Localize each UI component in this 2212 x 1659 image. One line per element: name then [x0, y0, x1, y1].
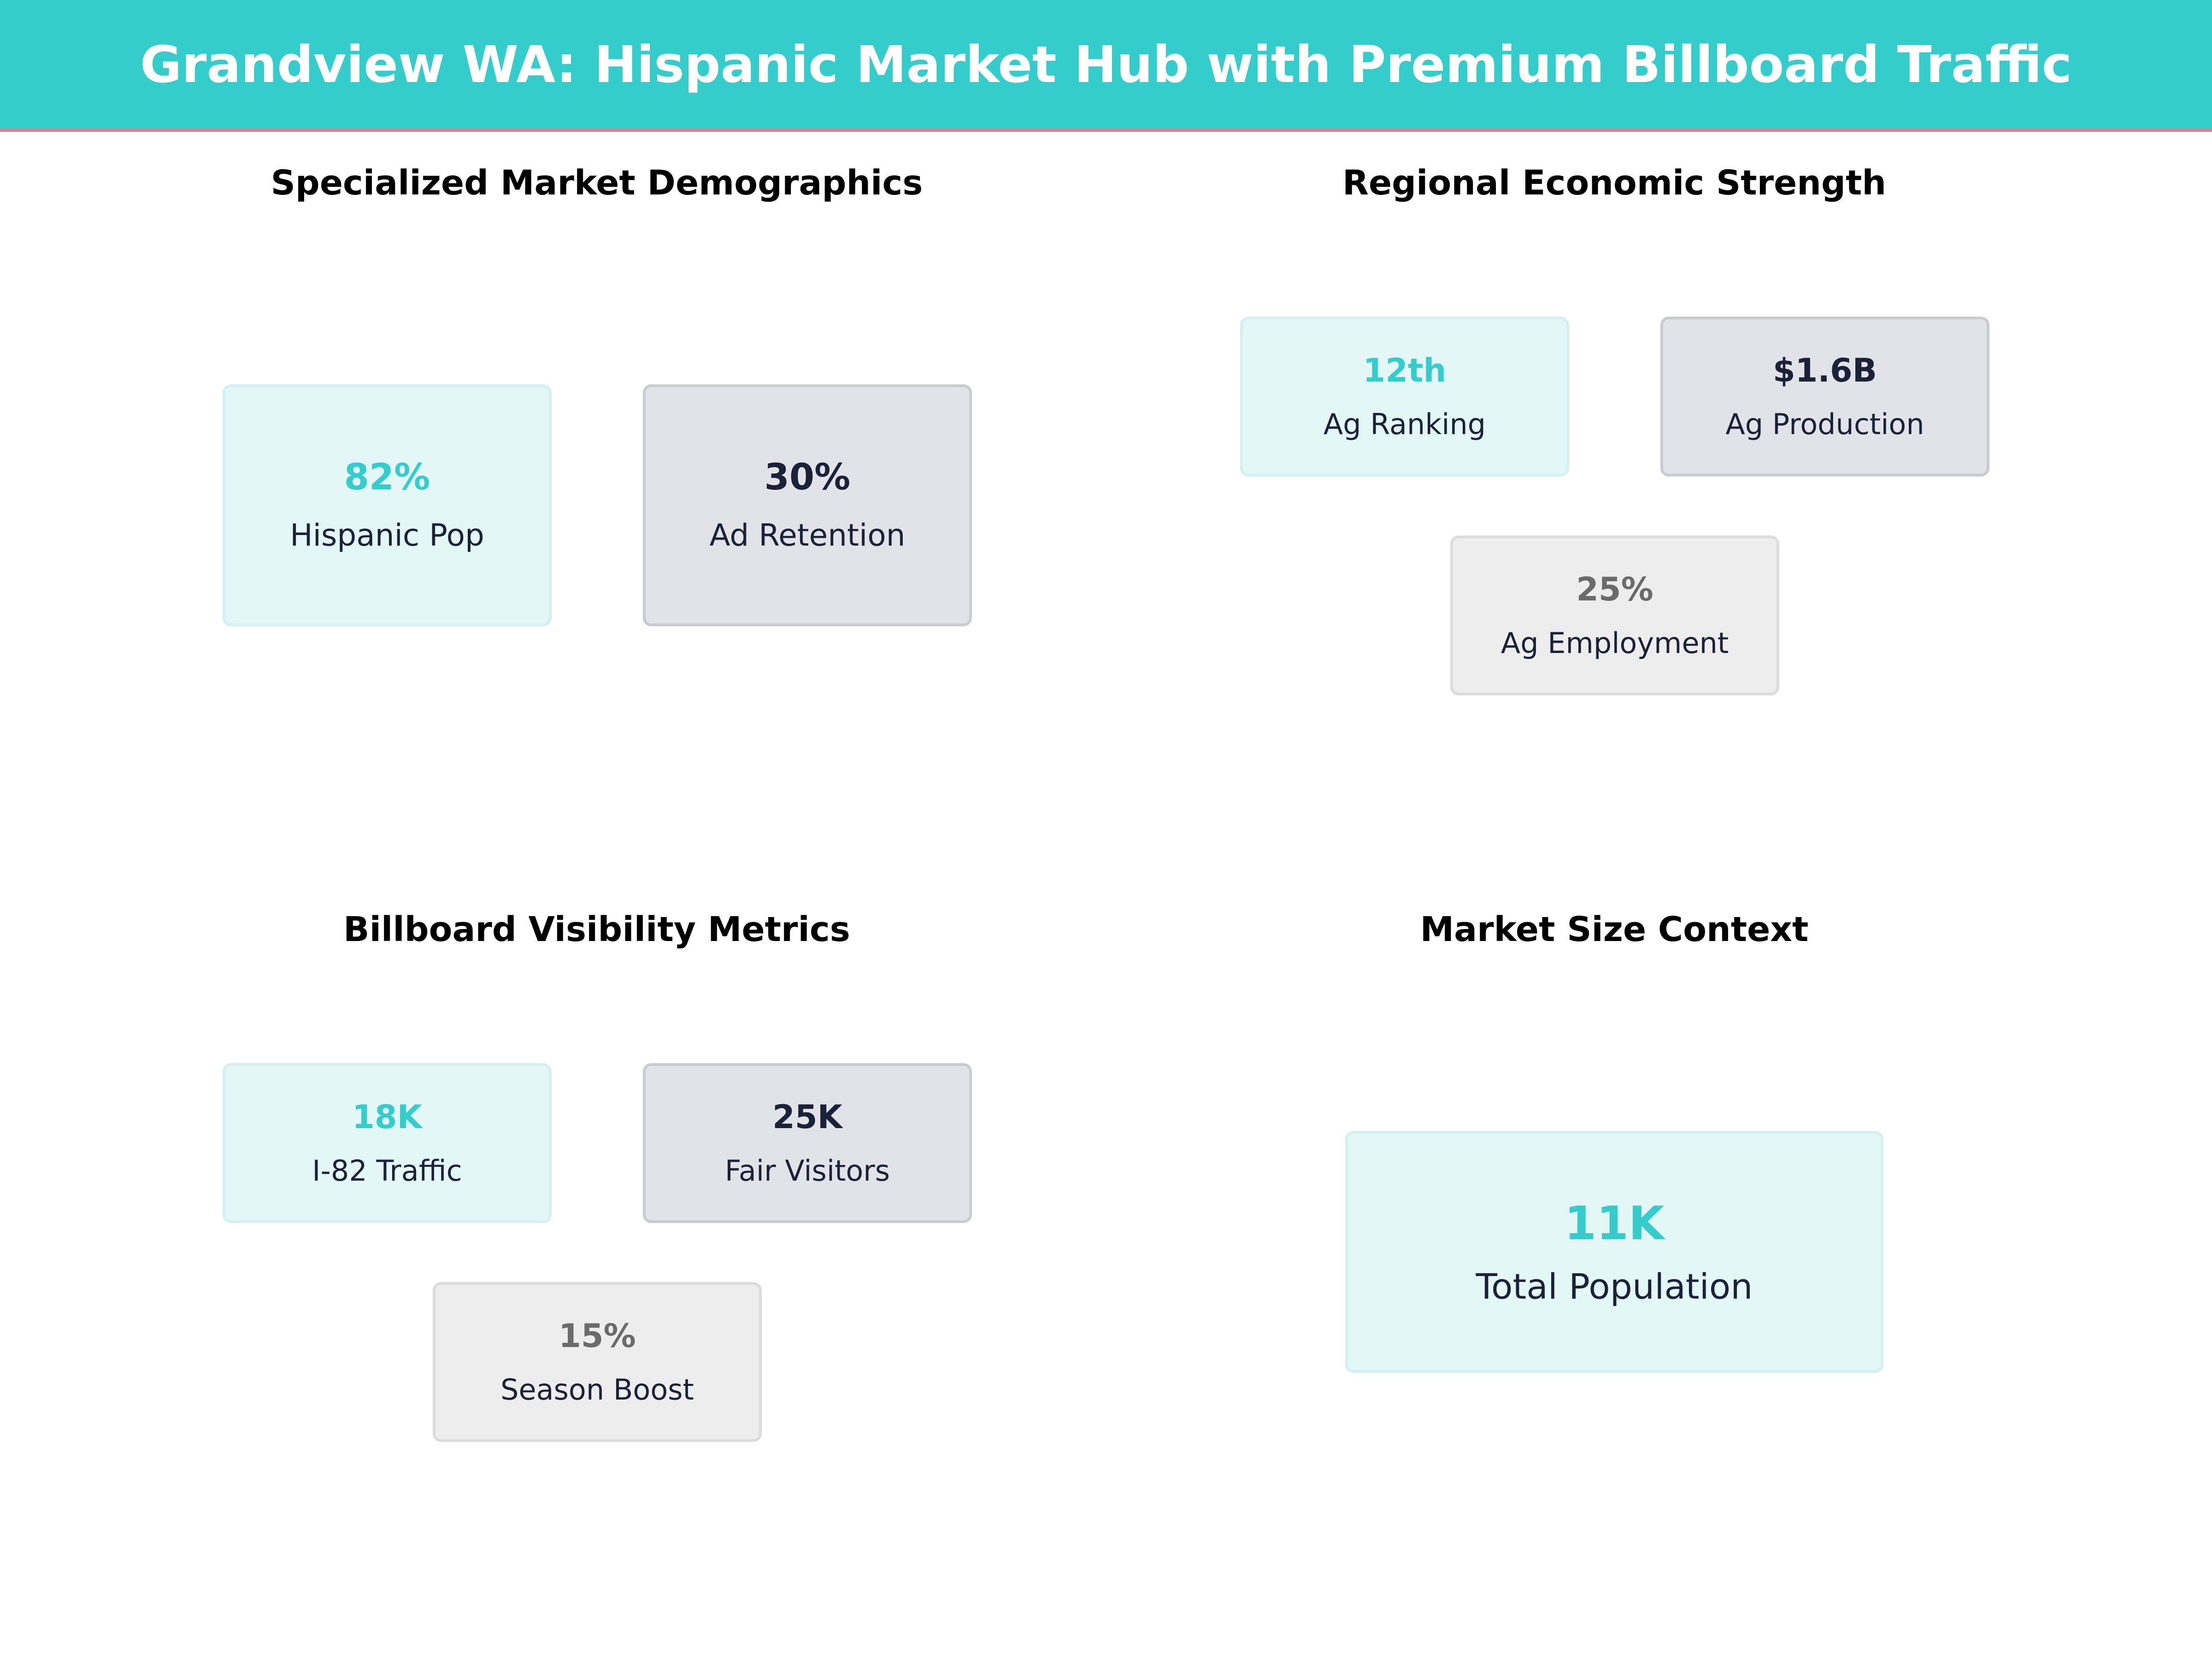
section-title-billboard: Billboard Visibility Metrics — [343, 910, 850, 949]
metric-card-ag-production: $1.6B Ag Production — [1660, 317, 1989, 477]
metric-label: Season Boost — [500, 1372, 694, 1406]
metric-value: $1.6B — [1772, 351, 1877, 389]
metric-label: Hispanic Pop — [290, 518, 484, 553]
metric-value: 18K — [352, 1098, 422, 1136]
metric-label: Ag Employment — [1500, 626, 1729, 660]
metric-card-hispanic-pop: 82% Hispanic Pop — [223, 384, 552, 626]
header-banner: Grandview WA: Hispanic Market Hub with P… — [0, 0, 2212, 132]
metric-label: Fair Visitors — [724, 1153, 890, 1188]
section-title-market-size: Market Size Context — [1420, 910, 1809, 949]
metric-card-ag-employment: 25% Ag Employment — [1450, 535, 1779, 695]
metric-value: 12th — [1363, 351, 1447, 389]
metric-value: 25% — [1576, 570, 1653, 608]
metric-card-fair-visitors: 25K Fair Visitors — [643, 1063, 972, 1223]
metric-label: Total Population — [1476, 1265, 1753, 1307]
metric-card-i82-traffic: 18K I-82 Traffic — [223, 1063, 552, 1223]
metric-value: 82% — [344, 457, 430, 499]
metric-card-season-boost: 15% Season Boost — [433, 1282, 762, 1442]
metric-value: 11K — [1564, 1196, 1665, 1250]
metric-label: Ag Production — [1725, 407, 1924, 441]
page-title: Grandview WA: Hispanic Market Hub with P… — [140, 35, 2072, 94]
metric-value: 25K — [772, 1098, 842, 1136]
metric-value: 15% — [559, 1317, 636, 1355]
metric-card-ad-retention: 30% Ad Retention — [643, 384, 972, 626]
metric-card-total-population: 11K Total Population — [1345, 1131, 1883, 1373]
metric-value: 30% — [764, 457, 851, 499]
metric-card-ag-ranking: 12th Ag Ranking — [1240, 317, 1569, 477]
metric-label: Ag Ranking — [1323, 407, 1486, 441]
metric-label: I-82 Traffic — [312, 1153, 462, 1188]
section-title-economic: Regional Economic Strength — [1342, 163, 1887, 203]
metric-label: Ad Retention — [709, 518, 906, 553]
section-title-demographics: Specialized Market Demographics — [271, 163, 923, 203]
